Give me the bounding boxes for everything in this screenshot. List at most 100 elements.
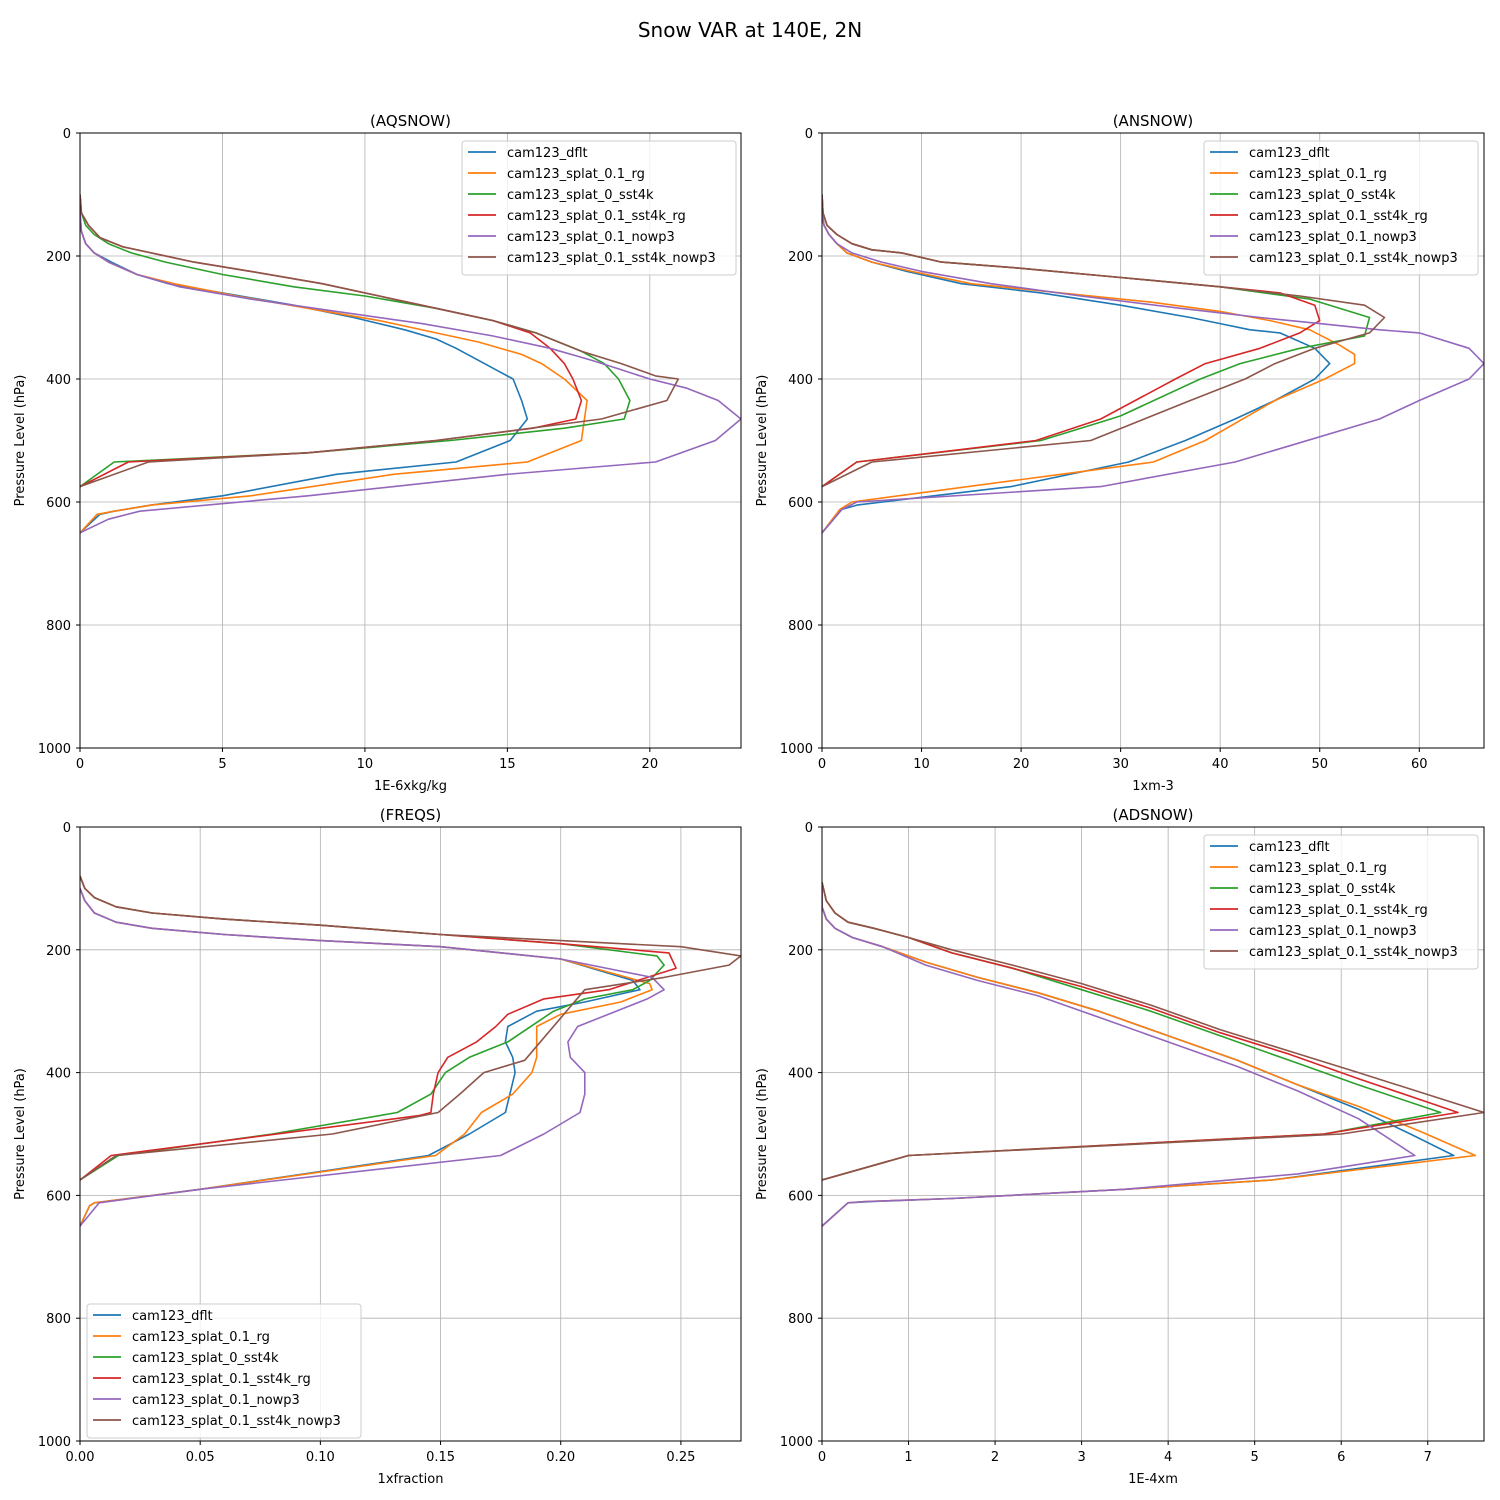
y-tick-label: 800 (788, 1312, 813, 1327)
y-tick-label: 1000 (780, 1435, 813, 1450)
legend-label: cam123_dflt (132, 1309, 213, 1324)
x-axis-label: 1xfraction (378, 1472, 444, 1487)
x-tick-label: 1 (904, 1450, 912, 1465)
x-tick-label: 0.10 (306, 1450, 335, 1465)
series-group (80, 875, 741, 1227)
panels-group: 0 5 10 15 2002004006008001000(AQSNOW)1E-6xkg… (13, 112, 1485, 1487)
legend: cam123_dflt cam123_splat_0.1_rg cam123_spl… (461, 140, 737, 276)
legend-label: cam123_splat_0.1_sst4k_nowp3 (1249, 945, 1458, 960)
x-tick-label: 20 (1013, 757, 1030, 772)
x-tick-label: 6 (1337, 1450, 1345, 1465)
plot-frame (821, 132, 1485, 749)
x-tick-label: 40 (1212, 757, 1229, 772)
legend-label: cam123_splat_0.1_sst4k_nowp3 (1249, 251, 1458, 266)
x-tick-label: 20 (642, 757, 659, 772)
x-tick-label: 0.05 (186, 1450, 215, 1465)
x-tick-label: 4 (1164, 1450, 1172, 1465)
legend-label: cam123_splat_0.1_rg (1249, 167, 1387, 182)
series-line-cam123-splat-0-1-sst4k-nowp3 (822, 194, 1386, 488)
legend-label: cam123_splat_0.1_rg (507, 167, 645, 182)
x-axis-label: 1E-4xm (1128, 1472, 1178, 1487)
legend-label: cam123_splat_0.1_sst4k_rg (507, 209, 686, 224)
x-tick-label: 10 (913, 757, 930, 772)
y-tick-label: 0 (805, 127, 813, 142)
x-tick-label: 0.15 (426, 1450, 455, 1465)
chart-panel-aqsnow: 0 5 10 15 2002004006008001000(AQSNOW)1E-6xkg… (13, 112, 742, 794)
x-tick-label: 0 (818, 1450, 826, 1465)
panel-title: (FREQS) (380, 806, 442, 824)
y-tick-label: 600 (46, 496, 71, 511)
legend-box (1203, 834, 1479, 970)
series-line-cam123-splat-0-1-nowp3 (822, 194, 1484, 534)
series-group (80, 194, 741, 534)
legend-label: cam123_splat_0_sst4k (1249, 882, 1396, 897)
x-tick-label: 0 (818, 757, 826, 772)
panel-title: (ADSNOW) (1113, 806, 1194, 824)
series-line-cam123-splat-0-1-sst4k-nowp3 (80, 875, 741, 1181)
x-tick-label: 2 (991, 1450, 999, 1465)
x-tick-label: 5 (1251, 1450, 1259, 1465)
y-tick-label: 1000 (38, 742, 71, 757)
legend-label: cam123_dflt (507, 146, 588, 161)
y-axis-label: Pressure Level (hPa) (755, 375, 770, 507)
chart-panel-ansnow: 0 10 20 30 40 50 6002004006008001000(ANSNOW)1x… (755, 112, 1485, 794)
legend-label: cam123_splat_0.1_sst4k_rg (132, 1372, 311, 1387)
y-tick-label: 200 (46, 250, 71, 265)
x-tick-label: 5 (218, 757, 226, 772)
series-group (822, 882, 1484, 1227)
y-tick-label: 0 (63, 127, 71, 142)
legend: cam123_dflt cam123_splat_0.1_rg cam123_spl… (86, 1303, 362, 1439)
x-tick-label: 3 (1077, 1450, 1085, 1465)
legend-label: cam123_splat_0.1_nowp3 (1249, 230, 1417, 245)
legend-label: cam123_splat_0.1_rg (1249, 861, 1387, 876)
series-line-cam123-dflt (80, 888, 641, 1227)
legend-label: cam123_splat_0.1_nowp3 (507, 230, 675, 245)
panel-title: (AQSNOW) (370, 112, 451, 130)
x-tick-label: 60 (1411, 757, 1428, 772)
series-line-cam123-dflt (80, 194, 529, 534)
y-tick-label: 800 (788, 619, 813, 634)
series-line-cam123-splat-0-1-sst4k-nowp3 (822, 882, 1484, 1181)
legend-label: cam123_dflt (1249, 146, 1330, 161)
y-axis-label: Pressure Level (hPa) (13, 1068, 28, 1200)
plot-frame (79, 132, 742, 749)
x-tick-label: 0.20 (546, 1450, 575, 1465)
series-line-cam123-splat-0-1-sst4k-rg (80, 875, 677, 1181)
x-axis-label: 1xm-3 (1132, 779, 1174, 794)
y-tick-label: 800 (46, 619, 71, 634)
x-tick-label: 7 (1424, 1450, 1432, 1465)
series-line-cam123-splat-0-1-nowp3 (80, 888, 665, 1227)
series-group (822, 194, 1484, 534)
y-tick-label: 400 (46, 373, 71, 388)
y-axis-label: Pressure Level (hPa) (13, 375, 28, 507)
legend-box (86, 1303, 362, 1439)
legend-label: cam123_splat_0.1_sst4k_nowp3 (132, 1414, 341, 1429)
y-tick-label: 600 (788, 496, 813, 511)
plot-frame (821, 826, 1485, 1442)
legend-label: cam123_splat_0_sst4k (1249, 188, 1396, 203)
legend-label: cam123_splat_0.1_sst4k_nowp3 (507, 251, 716, 266)
panel-title: (ANSNOW) (1113, 112, 1194, 130)
x-tick-label: 0.00 (66, 1450, 95, 1465)
y-tick-label: 0 (63, 821, 71, 836)
y-tick-label: 600 (46, 1189, 71, 1204)
y-tick-label: 400 (46, 1067, 71, 1082)
y-tick-label: 400 (788, 373, 813, 388)
legend-label: cam123_splat_0.1_sst4k_rg (1249, 903, 1428, 918)
y-tick-label: 1000 (38, 1435, 71, 1450)
series-line-cam123-splat-0-1-nowp3 (80, 194, 741, 534)
x-axis-label: 1E-6xkg/kg (374, 779, 447, 794)
y-tick-label: 200 (46, 944, 71, 959)
legend-label: cam123_dflt (1249, 840, 1330, 855)
chart-panel-adsnow: 0 1 2 3 4 5 6 7 0 200 400 600 800 1000 (ADSNOW) 1E-4xm P… (755, 806, 1485, 1487)
series-line-cam123-splat-0-1-rg (80, 888, 653, 1227)
legend: cam123_dflt cam123_splat_0.1_rg cam123_spl… (1203, 834, 1479, 970)
x-tick-label: 15 (499, 757, 516, 772)
x-tick-label: 0 (76, 757, 84, 772)
legend-box (461, 140, 737, 276)
x-tick-label: 50 (1311, 757, 1328, 772)
y-tick-label: 0 (805, 821, 813, 836)
y-tick-label: 600 (788, 1189, 813, 1204)
legend: cam123_dflt cam123_splat_0.1_rg cam123_spl… (1203, 140, 1479, 276)
